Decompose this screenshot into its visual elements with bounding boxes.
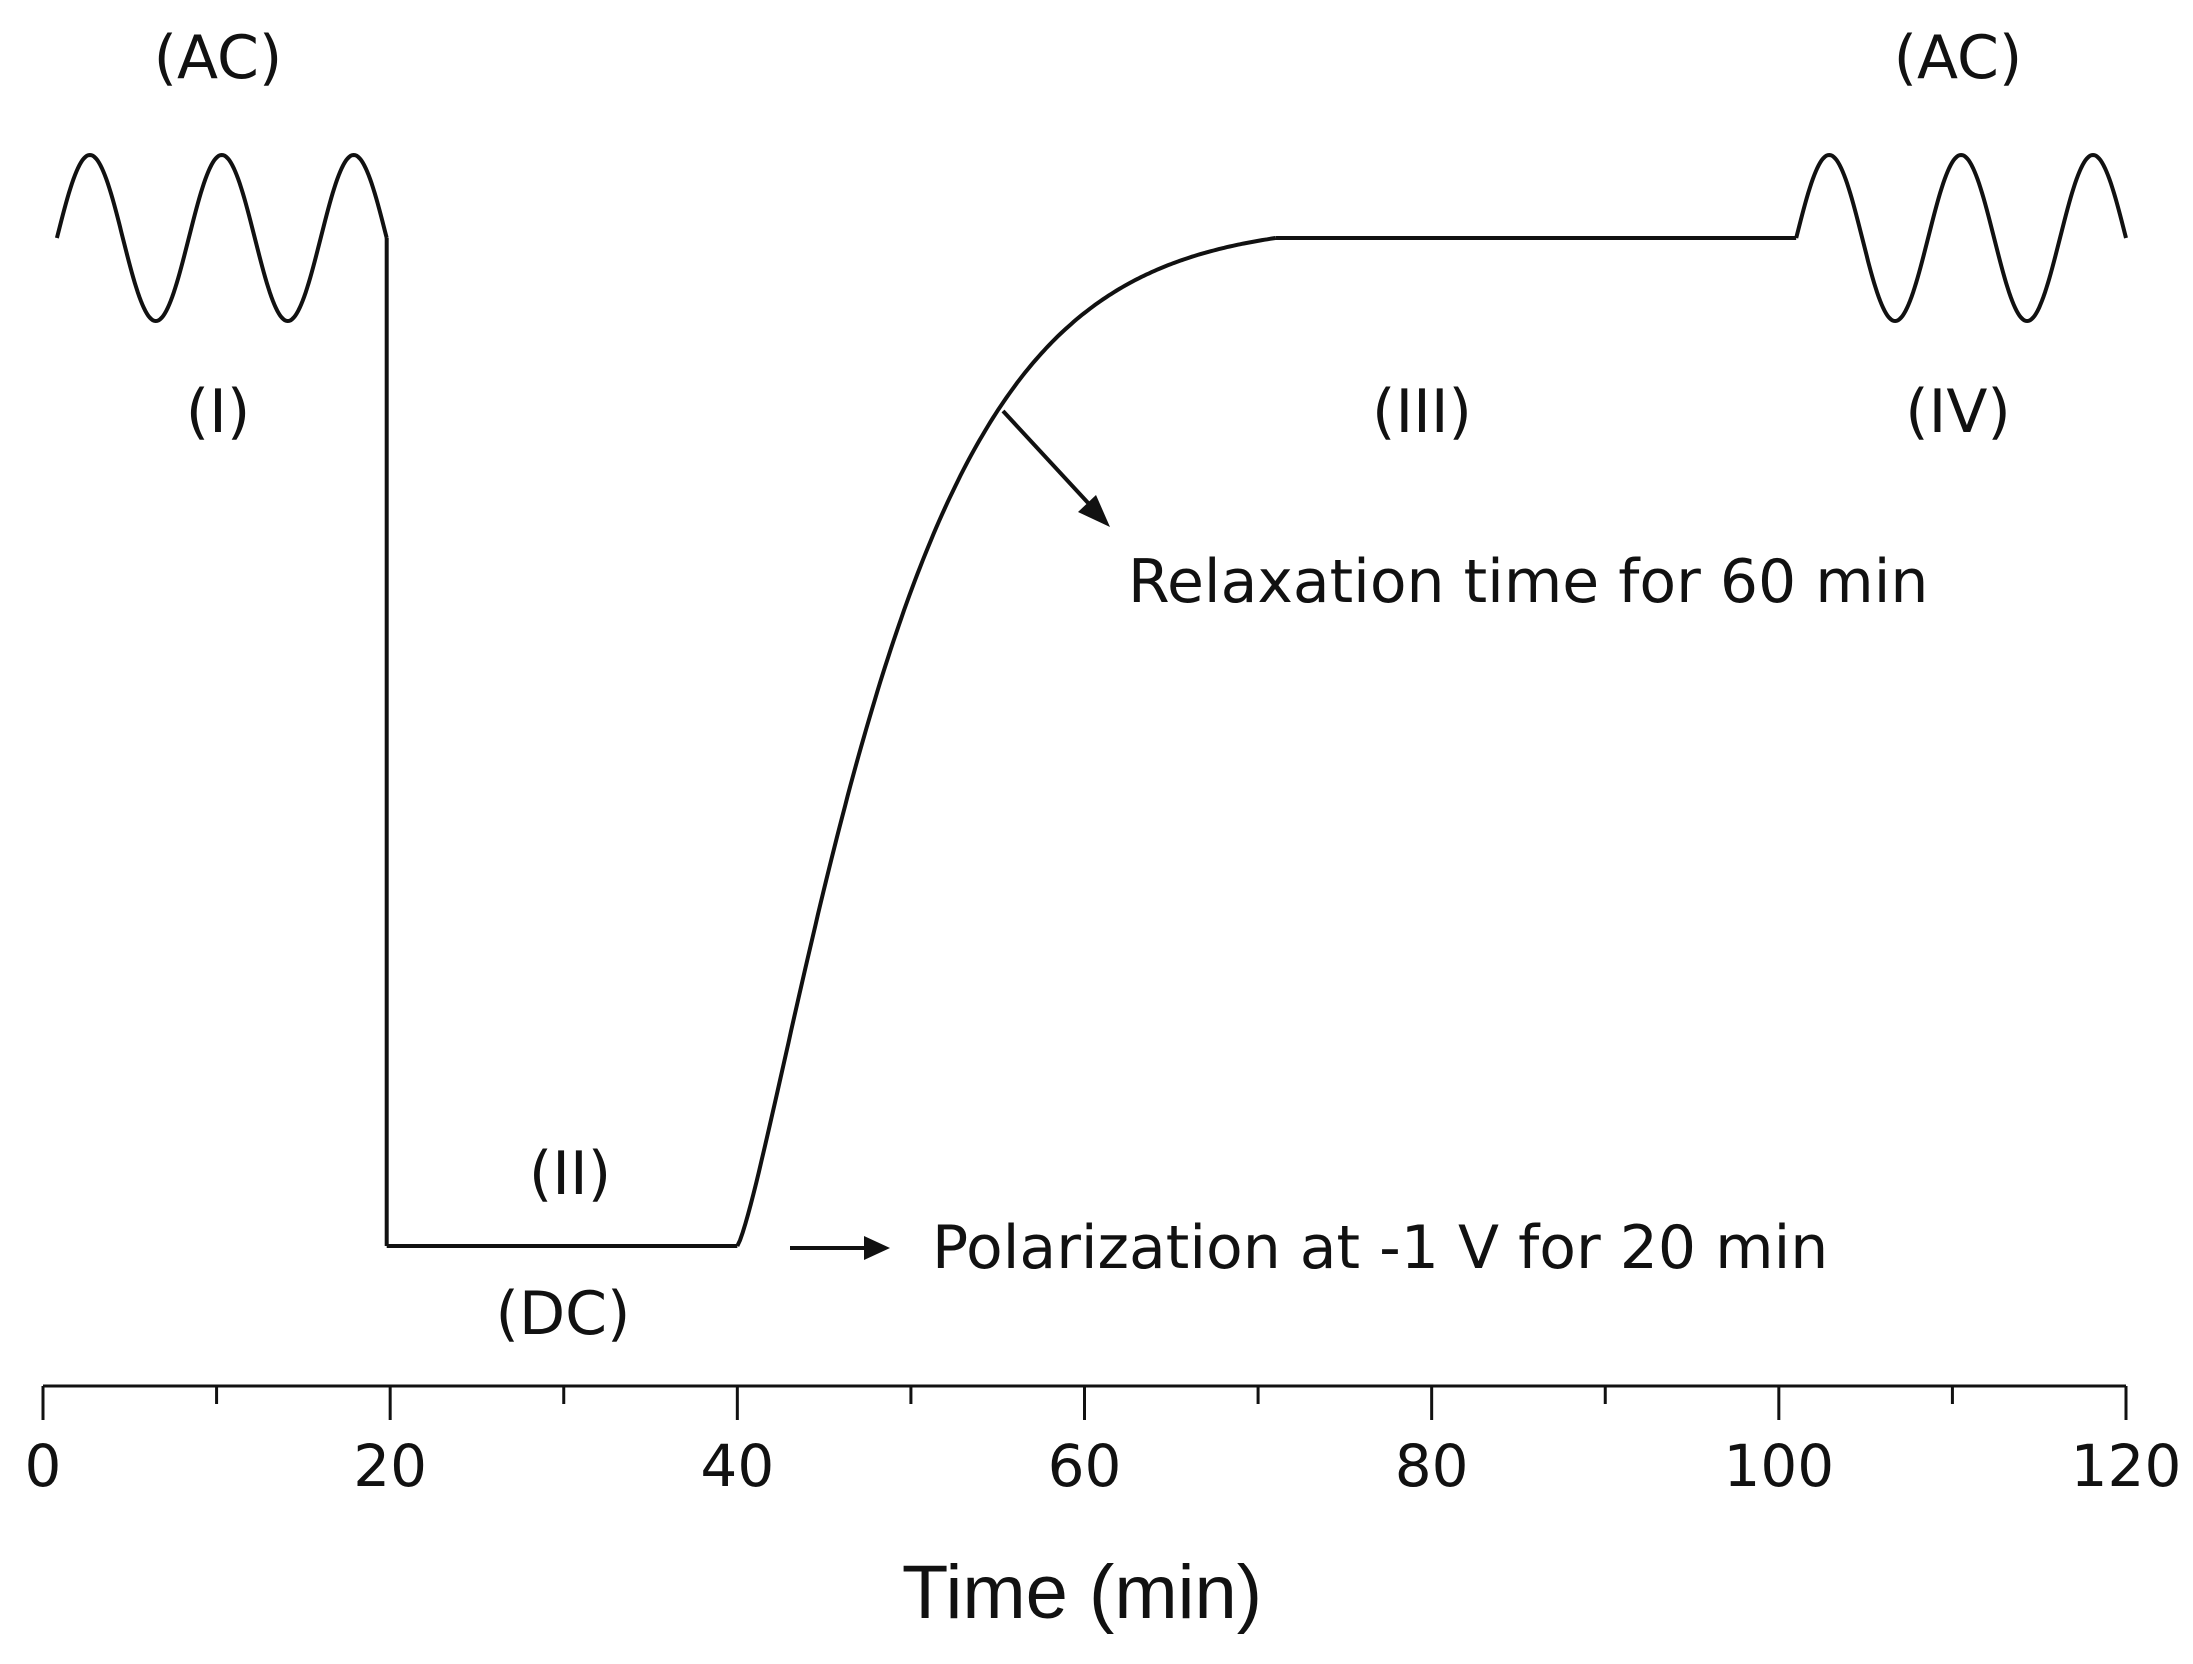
- stage-1-label: (I): [186, 377, 251, 447]
- stage-4-label: (IV): [1905, 377, 2011, 447]
- ac-sine-wave-left: [54, 152, 389, 324]
- polarization-arrowhead: [864, 1236, 890, 1260]
- polarization-arrow: [790, 1236, 890, 1260]
- ac-sine-wave-right: [1794, 152, 2128, 324]
- tick-label: 100: [1723, 1432, 1834, 1500]
- relaxation-curve: [735, 236, 1276, 1247]
- polarization-note: Polarization at -1 V for 20 min: [932, 1213, 1828, 1283]
- stage-3-label: (III): [1372, 377, 1472, 447]
- tick-label: 80: [1395, 1432, 1469, 1500]
- dc-label: (DC): [496, 1279, 631, 1349]
- tick-label: 0: [25, 1432, 62, 1500]
- ac-label-right: (AC): [1894, 23, 2023, 93]
- tick-label: 60: [1048, 1432, 1122, 1500]
- time-axis: 0 20 40 60 80 100 120: [25, 1384, 2182, 1500]
- relaxation-arrow: [1001, 409, 1110, 527]
- tick-label: 40: [700, 1432, 774, 1500]
- tick-label: 20: [353, 1432, 427, 1500]
- ac-label-left: (AC): [154, 23, 283, 93]
- axis-title: Time (min): [902, 1550, 1262, 1635]
- tick-label: 120: [2071, 1432, 2182, 1500]
- relaxation-arrowhead: [1078, 495, 1110, 527]
- relaxation-note: Relaxation time for 60 min: [1128, 547, 1928, 617]
- stage-2-label: (II): [529, 1139, 611, 1209]
